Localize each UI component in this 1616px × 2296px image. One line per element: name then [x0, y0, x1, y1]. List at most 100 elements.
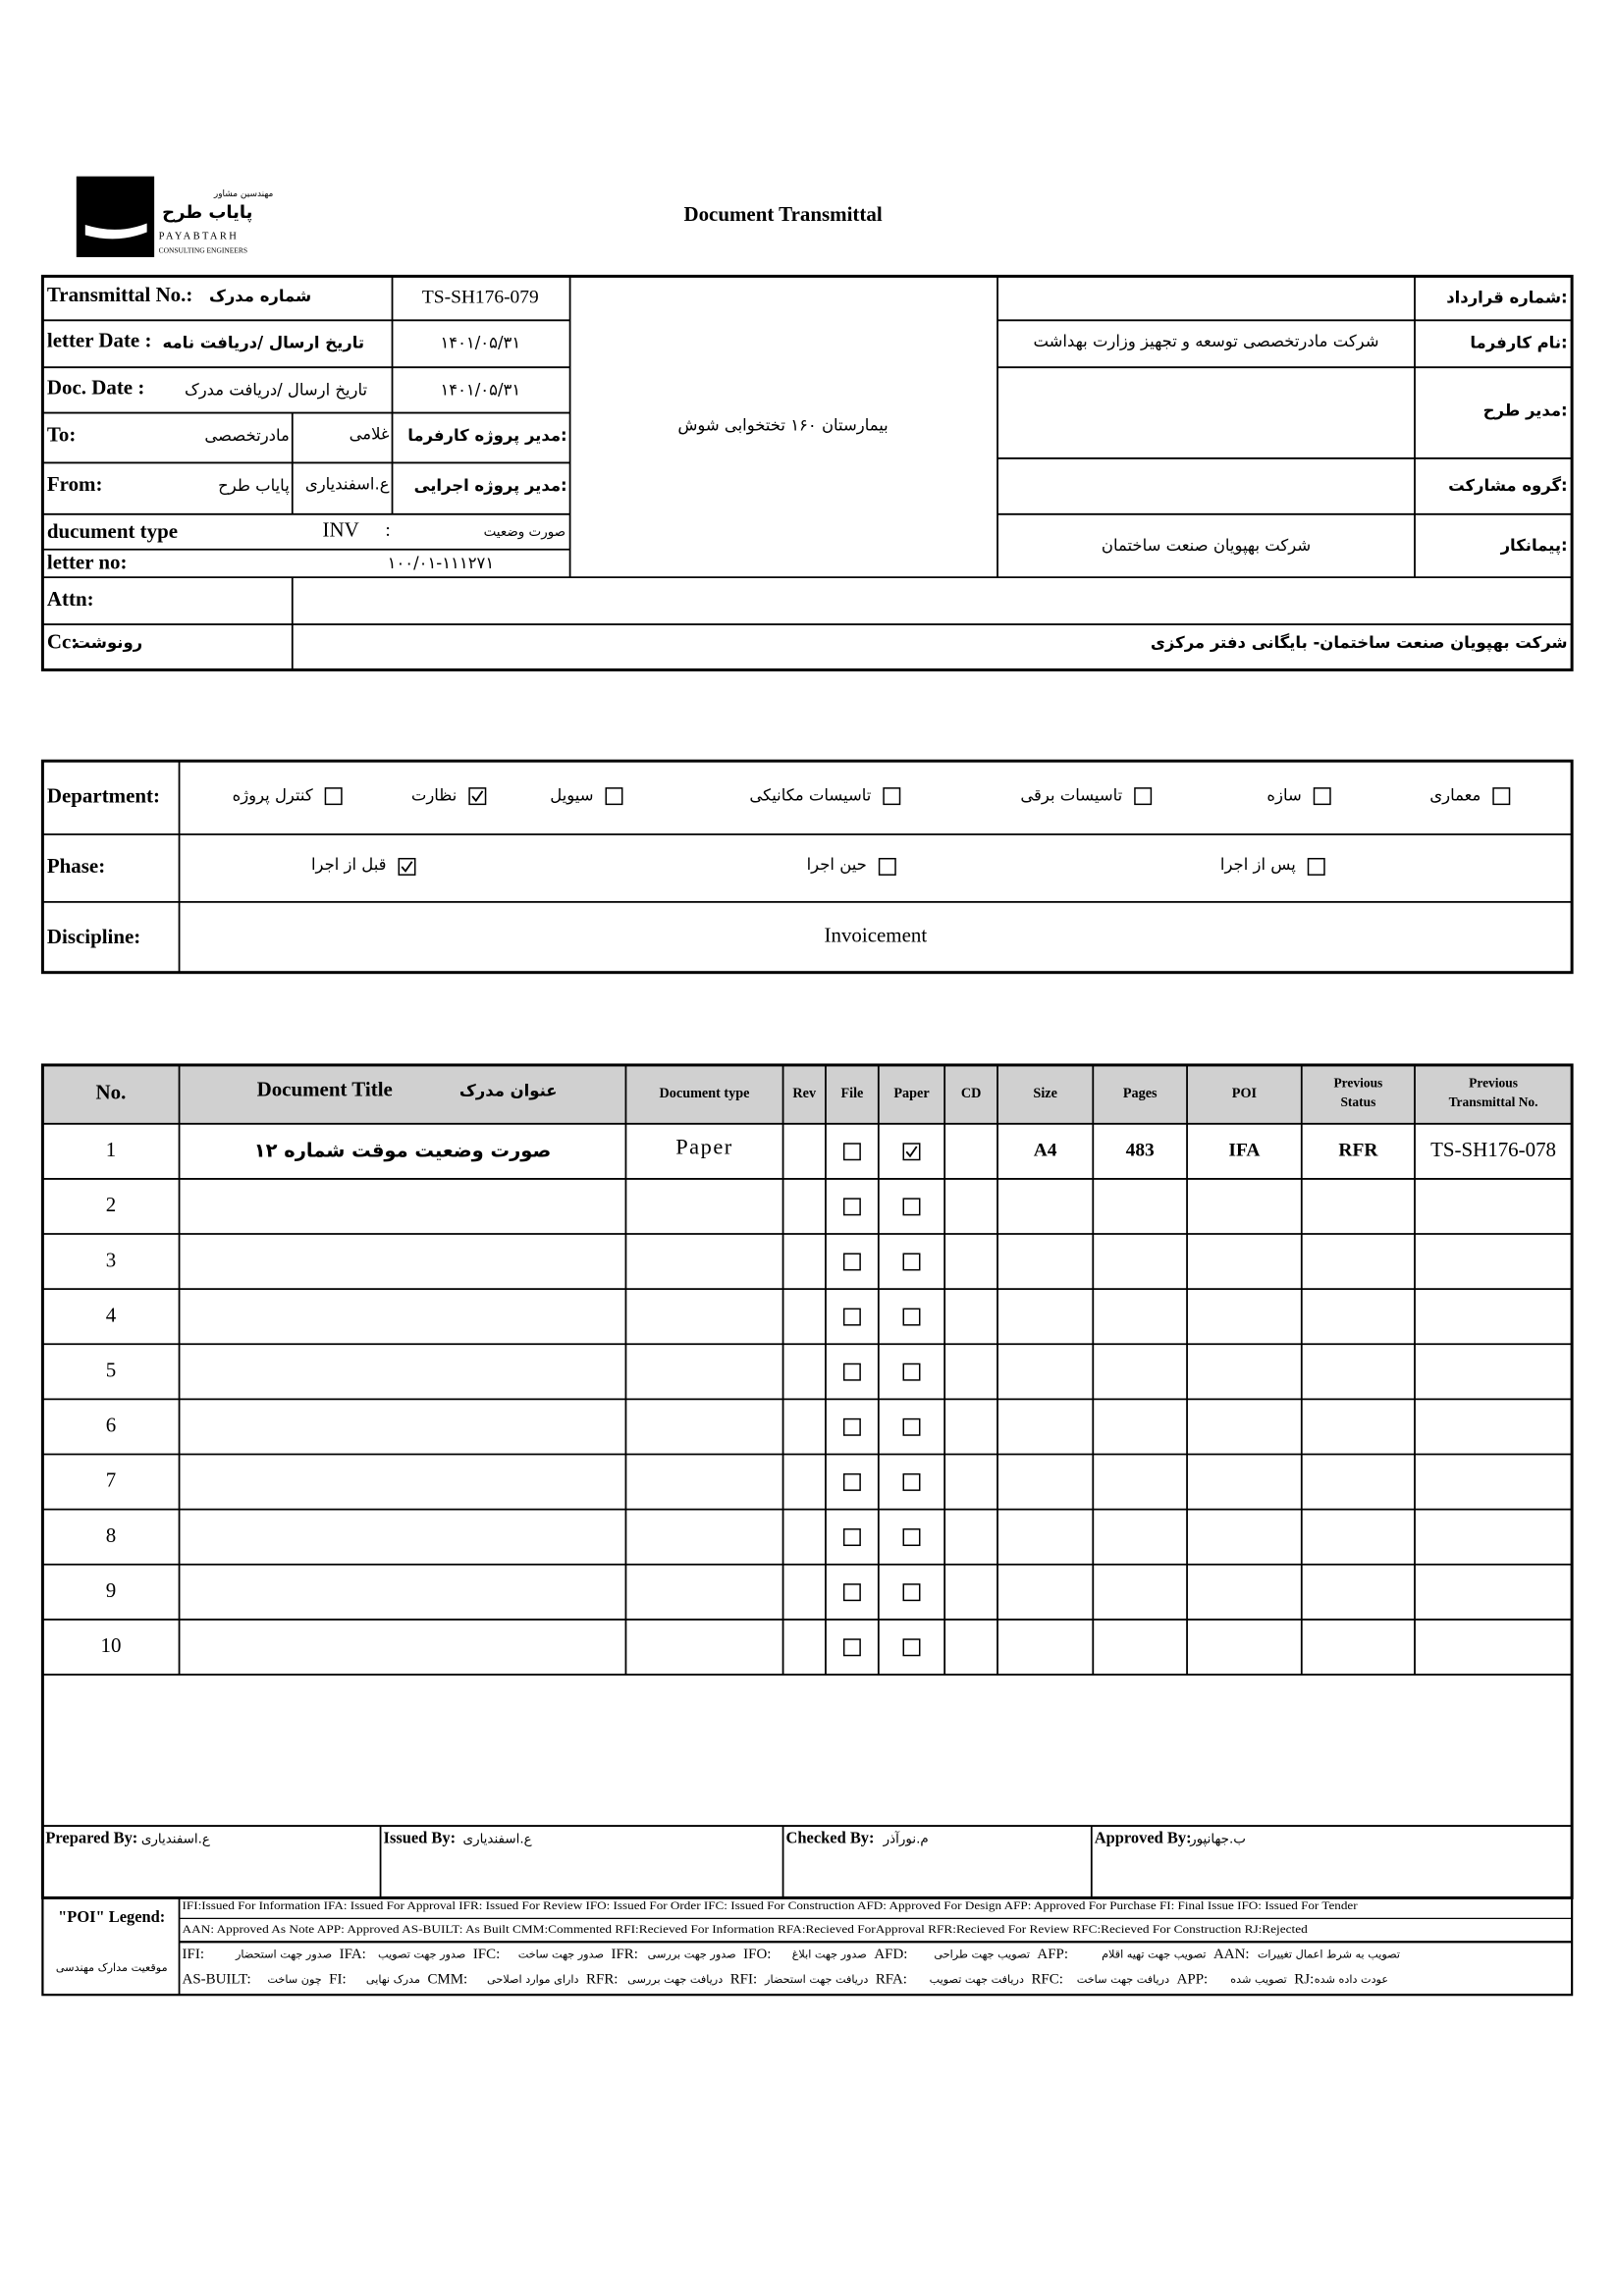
signature-name: ب.جهانپور: [1189, 1833, 1246, 1847]
label: Cc:: [47, 629, 78, 653]
legend-code: AS-BUILT:: [183, 1972, 251, 1988]
legend-code: IFA:: [340, 1947, 366, 1962]
option: سیویل: [550, 786, 593, 806]
value: پایاب طرح: [218, 476, 290, 496]
label: Discipline:: [47, 925, 140, 948]
cell-text: 7: [106, 1468, 116, 1492]
cell-text: TS-SH176-078: [1430, 1138, 1556, 1161]
checkbox: [902, 1528, 921, 1547]
label: شماره قرارداد:: [1446, 288, 1567, 306]
column-header: Transmittal No.: [1449, 1095, 1538, 1109]
option: تاسیسات برقی: [1020, 786, 1122, 806]
label: To:: [47, 422, 76, 446]
frame: [41, 1896, 1574, 1997]
legend-text: صدور جهت بررسی: [648, 1949, 736, 1961]
column-header: Status: [1340, 1095, 1375, 1109]
document-title: Document Transmittal: [683, 202, 882, 226]
column-header: Document type: [660, 1086, 750, 1101]
legend-text: تصویب به شرط اعمال تغییرات: [1258, 1949, 1400, 1961]
legend-code: RFC:: [1031, 1972, 1062, 1988]
legend-text: صدور جهت ابلاغ: [792, 1949, 867, 1961]
column-header: عنوان مدرک: [459, 1081, 558, 1100]
legend-text: صدور جهت تصویب: [378, 1949, 465, 1961]
legend-text: دریافت جهت استحضار: [764, 1973, 868, 1986]
checkbox-tick: [401, 861, 413, 873]
checkbox: [842, 1472, 861, 1491]
cell-text: 4: [106, 1303, 117, 1326]
logo-mark: [76, 176, 155, 257]
legend-text: دارای موارد اصلاحی: [487, 1973, 579, 1986]
column-header: CD: [961, 1086, 982, 1101]
checkbox: [468, 787, 487, 806]
legend-text: تصویب جهت طراحی: [934, 1949, 1030, 1961]
checkbox: [605, 787, 623, 806]
checkbox: [902, 1362, 921, 1381]
legend-text: موقعیت مدارک مهندسی: [56, 1961, 168, 1974]
signature-name: م.نورآذر: [883, 1831, 929, 1847]
label: مدیر پروژه اجرایی:: [414, 476, 567, 496]
checkbox: [842, 1308, 861, 1326]
cell-text: 9: [106, 1578, 116, 1602]
label: تاریخ ارسال /دریافت مدرک: [185, 381, 367, 400]
frame: [40, 274, 1574, 671]
legend-code: RFA:: [876, 1972, 907, 1988]
checkbox: [842, 1143, 861, 1161]
label: Phase:: [47, 854, 105, 878]
legend-title: "POI" Legend:: [58, 1907, 165, 1926]
label: مدیر پروژه کارفرما:: [407, 426, 566, 446]
signature-name: ع.اسفندیاری: [141, 1833, 210, 1847]
checkbox: [842, 1638, 861, 1657]
logo-text: CONSULTING ENGINEERS: [159, 246, 247, 255]
cell-text: Paper: [675, 1134, 733, 1158]
option: قبل از اجرا: [311, 855, 387, 875]
logo: [76, 176, 155, 257]
cell-text: 8: [106, 1523, 116, 1547]
label: Attn:: [47, 587, 94, 611]
checkbox-tick: [905, 1146, 918, 1158]
label: ducument type: [47, 519, 178, 543]
legend-code: IFO:: [743, 1947, 771, 1962]
checkbox: [883, 787, 901, 806]
signature-label: Prepared By:: [45, 1828, 137, 1846]
checkbox: [902, 1638, 921, 1657]
signature-label: Checked By:: [786, 1828, 875, 1846]
checkbox: [902, 1583, 921, 1602]
cell-text: 2: [106, 1193, 116, 1216]
legend-text: دریافت جهت تصویب: [930, 1973, 1024, 1986]
legend-text: مدرک نهایی: [366, 1973, 420, 1986]
header-fill: [42, 1064, 1573, 1124]
option: کنترل پروژه: [233, 786, 313, 806]
value: TS-SH176-079: [422, 287, 539, 307]
legend-code: AFD:: [874, 1947, 907, 1962]
option: حین اجرا: [807, 855, 867, 875]
value: ۱۴۰۱/۰۵/۳۱: [440, 334, 520, 352]
column-header: Size: [1033, 1086, 1056, 1101]
label: رونوشت: [74, 633, 142, 653]
value: صورت وضعیت: [484, 525, 566, 540]
value: ۱۴۰۱/۰۵/۳۱: [440, 381, 520, 400]
legend-text: IFI:Issued For Information IFA: Issued F…: [183, 1898, 1358, 1912]
legend-code: AAN:: [1213, 1947, 1250, 1962]
label: گروه مشارکت:: [1448, 476, 1568, 496]
checkbox: [1492, 787, 1511, 806]
cell-text: 10: [101, 1633, 122, 1657]
logo-text: PAYABTARH: [159, 231, 240, 241]
column-header: Previous: [1469, 1076, 1518, 1091]
legend-text: تصویب جهت تهیه اقلام: [1102, 1949, 1206, 1961]
checkbox: [902, 1198, 921, 1216]
value: شرکت بهپویان صنعت ساختمان: [1102, 536, 1311, 556]
column-header: Document Title: [257, 1078, 393, 1101]
checkbox: [902, 1253, 921, 1271]
cell-text: A4: [1034, 1141, 1057, 1161]
logo-text: پایاب طرح: [162, 202, 252, 223]
legend-code: CMM:: [427, 1972, 467, 1988]
legend-code: RFR:: [586, 1972, 618, 1988]
checkbox: [842, 1583, 861, 1602]
legend-code: IFC:: [473, 1947, 500, 1962]
column-header: Pages: [1123, 1086, 1158, 1101]
legend-text: صدور جهت ساخت: [518, 1949, 604, 1961]
legend-text: AAN: Approved As Note APP: Approved AS-B…: [183, 1922, 1308, 1936]
